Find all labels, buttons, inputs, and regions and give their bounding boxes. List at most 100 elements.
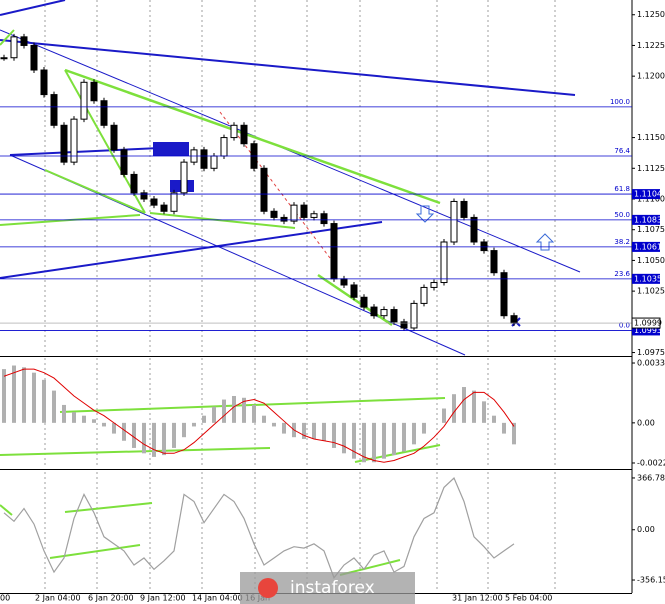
histogram-bar (62, 404, 66, 423)
y-tick-label: 0.00 (637, 525, 655, 534)
candle (280, 216, 288, 222)
y-tick-label: 1.1225 (637, 41, 665, 50)
histogram-bar (12, 365, 16, 423)
price-box (632, 241, 660, 252)
candle (510, 315, 518, 324)
price-box (632, 189, 660, 200)
histogram-bar (202, 415, 206, 423)
price-box (632, 325, 660, 336)
histogram-bar (412, 422, 416, 445)
candle (90, 81, 98, 102)
histogram-bar (42, 379, 46, 423)
candle (30, 44, 38, 71)
histogram-bar (302, 422, 306, 439)
candle (470, 216, 478, 243)
candle (500, 272, 508, 317)
histogram-bar (372, 422, 376, 463)
histogram-bar (212, 406, 216, 423)
candle (200, 149, 208, 169)
candle (290, 204, 298, 222)
candle (350, 284, 358, 298)
candle (380, 309, 388, 317)
y-tick-label: 1.1250 (637, 10, 665, 19)
fib-ratio: 61.8 (614, 185, 630, 193)
histogram-bar (352, 422, 356, 459)
candle (180, 161, 188, 194)
price-box-label: 1.1104 (634, 190, 662, 199)
candle (300, 204, 308, 218)
histogram-bar (252, 404, 256, 423)
candle (310, 213, 318, 218)
histogram-bar (442, 408, 446, 423)
candle (50, 94, 58, 126)
fib-ratio: 0.0 (619, 321, 630, 329)
price-box (632, 273, 660, 284)
price-box (632, 214, 660, 225)
candle (160, 204, 168, 212)
histogram-bar (182, 422, 186, 438)
y-tick-label: 366.782 (637, 473, 665, 482)
candle (320, 213, 328, 225)
candle (210, 155, 218, 169)
candle (270, 210, 278, 218)
candle (70, 118, 78, 163)
fib-ratio: 76.4 (614, 147, 630, 155)
histogram-bar (362, 422, 366, 463)
candle (40, 69, 48, 96)
histogram-bar (162, 422, 166, 456)
histogram-bar (422, 422, 426, 434)
histogram-bar (112, 422, 116, 434)
histogram-bar (512, 422, 516, 445)
fib-ratio: 38.2 (614, 238, 630, 246)
y-tick-label: 1.1125 (637, 164, 665, 173)
candle (420, 286, 428, 304)
signal-line (3, 368, 515, 463)
y-tick-label: 0.00334 (637, 359, 665, 368)
histogram-bar (72, 412, 76, 423)
current-price-box (631, 317, 661, 329)
histogram-bar (282, 422, 286, 434)
y-tick-label: 1.0975 (637, 348, 665, 357)
candle (390, 309, 398, 323)
histogram-bar (272, 422, 276, 427)
histogram-bar (2, 369, 6, 423)
candle (0, 57, 8, 60)
candle (150, 198, 158, 206)
x-tick-label: 00 (0, 594, 10, 603)
histogram-bar (22, 367, 26, 423)
histogram-bar (132, 422, 136, 448)
histogram-bar (382, 422, 386, 459)
y-tick-label: 1.1025 (637, 287, 665, 296)
histogram-bar (142, 422, 146, 454)
candle (460, 200, 468, 218)
candle (240, 124, 248, 145)
candle (20, 36, 28, 46)
histogram-bar (482, 401, 486, 423)
y-tick-label: 0.00 (637, 418, 655, 427)
fib-ratio: 23.6 (614, 270, 630, 278)
x-tick-label: 9 Jan 12:00 (140, 594, 186, 603)
price-box-label: 1.1035 (634, 274, 662, 283)
histogram-bar (92, 419, 96, 423)
histogram-bar (472, 390, 476, 423)
fib-ratio: 100.0 (610, 98, 630, 106)
x-tick-label: 2 Jan 04:00 (35, 594, 81, 603)
candle (120, 149, 128, 175)
candle (430, 282, 438, 288)
watermark: instaforex (240, 572, 415, 604)
histogram-bar (122, 422, 126, 441)
histogram-bar (262, 415, 266, 423)
x-tick-label: 6 Jan 20:00 (88, 594, 134, 603)
candle (170, 192, 178, 212)
x-tick-label: 5 Feb 04:00 (505, 594, 552, 603)
x-tick-label: 14 Jan 04:00 (192, 594, 243, 603)
candle (260, 167, 268, 212)
candle (100, 100, 108, 126)
y-tick-label: 1.1050 (637, 256, 665, 265)
histogram-bar (242, 397, 246, 423)
histogram-bar (402, 422, 406, 452)
candle (370, 306, 378, 317)
histogram-bar (222, 399, 226, 423)
